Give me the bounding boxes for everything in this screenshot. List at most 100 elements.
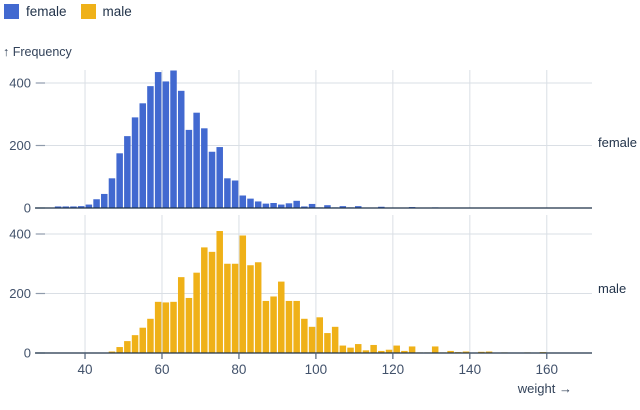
histogram-bar-male (185, 297, 193, 353)
histogram-bar-male (147, 318, 154, 353)
histogram-bar-female (354, 206, 362, 209)
y-tick-label: 400 (9, 76, 31, 91)
histogram-bar-male (308, 326, 316, 353)
histogram-bar-male (108, 351, 116, 353)
histogram-bar-male (408, 346, 416, 353)
histogram-bar-female (154, 72, 162, 208)
histogram-bar-female (162, 81, 170, 208)
x-tick-label: 40 (78, 362, 93, 377)
histogram-bar-male (224, 263, 231, 353)
histogram-bar-female (131, 117, 139, 209)
legend-item-male: male (80, 4, 132, 19)
histogram-bar-female (193, 112, 200, 208)
histogram-bar-female (231, 180, 239, 208)
histogram-bar-male (347, 347, 354, 353)
histogram-bar-female (285, 203, 293, 208)
histogram-bar-female (101, 193, 108, 208)
female-swatch-icon (4, 4, 19, 19)
histogram-bar-male (208, 251, 216, 353)
histogram-bar-male (247, 265, 254, 353)
legend-label-female: female (26, 4, 67, 19)
histogram-bar-male (193, 272, 200, 354)
histogram-bar-male (462, 351, 470, 353)
y-tick-label: 200 (9, 286, 31, 301)
histogram-bar-female (139, 103, 146, 208)
facet-label-male: male (598, 281, 627, 296)
histogram-bar-male (139, 327, 146, 353)
histogram-bar-female (54, 206, 62, 208)
legend-label-male: male (102, 4, 132, 19)
histogram-bar-female (308, 203, 316, 208)
histogram-bar-female (224, 178, 231, 208)
histogram-bar-female (216, 147, 223, 208)
histogram-bar-male (239, 235, 247, 353)
histogram-bar-female (201, 128, 208, 208)
histogram-bar-male (301, 318, 308, 353)
histogram-bar-female (262, 203, 270, 209)
x-tick-label: 80 (231, 362, 246, 377)
histogram-bar-male (331, 326, 339, 353)
histogram-bar-male (131, 335, 139, 353)
histogram-bar-male (201, 247, 208, 353)
histogram-bar-female (339, 206, 347, 209)
x-axis-title: weight → (517, 381, 572, 396)
histogram-bar-female (170, 70, 177, 208)
histogram-bar-male (124, 341, 131, 353)
histogram-bar-male (162, 302, 170, 353)
histogram-bar-female (124, 136, 131, 209)
x-tick-label: 120 (382, 362, 405, 377)
histogram-bar-male (324, 333, 331, 353)
histogram-bar-male (339, 345, 347, 353)
histogram-bar-male (401, 350, 408, 353)
histogram-bar-male (216, 231, 223, 353)
histogram-bar-male (270, 296, 277, 353)
histogram-bar-male (278, 281, 285, 353)
legend-item-female: female (4, 4, 67, 19)
y-tick-label: 0 (24, 346, 31, 361)
x-tick-label: 140 (459, 362, 482, 377)
histogram-bar-male (485, 351, 493, 353)
histogram-bar-female (254, 201, 262, 208)
histogram-bar-male (177, 277, 185, 353)
histogram-bar-female (293, 200, 300, 208)
histogram-bar-male (447, 350, 454, 353)
histogram-bar-female (208, 151, 216, 208)
y-tick-label: 400 (9, 227, 31, 242)
histogram-bar-female (116, 153, 123, 208)
histogram-bar-male (370, 344, 377, 353)
histogram-bar-female (301, 206, 308, 208)
histogram-bar-male (385, 349, 393, 353)
histogram-bar-male (262, 300, 270, 353)
histogram-bar-male (316, 317, 323, 353)
facet-label-female: female (598, 135, 638, 150)
histogram-bar-female (147, 86, 154, 209)
histogram-bar-female (62, 206, 70, 208)
histogram-bar-female (77, 206, 85, 209)
histogram-bar-male (254, 262, 262, 353)
histogram-bar-male (170, 301, 177, 353)
histogram-bar-female (270, 203, 277, 208)
histogram-bar-male (393, 345, 400, 353)
legend: female male (4, 4, 132, 19)
y-tick-label: 0 (24, 201, 31, 216)
histogram-bar-female (108, 178, 116, 208)
histogram-bar-male (378, 350, 385, 353)
histogram-bar-male (293, 300, 300, 353)
y-tick-label: 200 (9, 138, 31, 153)
histogram-bar-female (85, 204, 93, 208)
histogram-bar-female (324, 205, 331, 208)
histogram-bar-female (185, 129, 193, 209)
male-swatch-icon (80, 4, 96, 19)
histogram-bar-female (278, 204, 285, 208)
histogram-bar-female (93, 199, 100, 208)
histogram-bar-male (354, 344, 362, 353)
histogram-bar-female (239, 195, 247, 208)
histogram-bar-male (116, 347, 123, 353)
histogram-bar-male (362, 350, 370, 353)
histogram-bar-male (154, 301, 162, 353)
x-tick-label: 160 (536, 362, 559, 377)
histogram-bar-female (177, 90, 185, 208)
histogram-bar-male (285, 300, 293, 353)
